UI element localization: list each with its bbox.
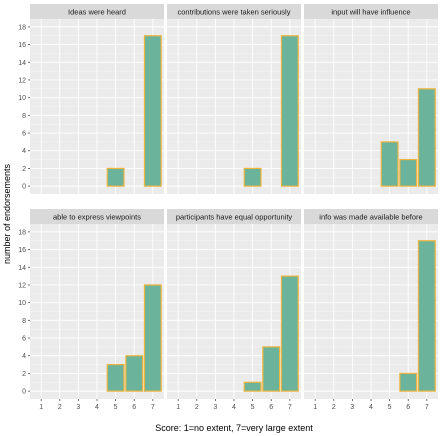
y-tick-label: 10 xyxy=(18,95,26,102)
y-tick-label: 14 xyxy=(18,60,26,67)
bar xyxy=(125,355,144,392)
x-tick-label: 4 xyxy=(369,404,373,411)
y-tick-label: 18 xyxy=(18,24,26,31)
bar xyxy=(143,35,162,187)
x-tick-label: 1 xyxy=(313,404,317,411)
facet-strip xyxy=(167,209,301,224)
y-tick-label: 16 xyxy=(18,247,26,254)
x-tick-label: 7 xyxy=(288,404,292,411)
y-tick-label: 14 xyxy=(18,265,26,272)
facet-strip xyxy=(304,4,438,19)
y-tick-label: 2 xyxy=(22,166,26,173)
y-tick-label: 10 xyxy=(18,300,26,307)
facet-title: Ideas were heard xyxy=(68,8,126,17)
facet-panel: Ideas were heard 0 2 4 6 8 10 12 14 16 18 xyxy=(18,4,164,194)
x-tick-label: 1 xyxy=(176,404,180,411)
y-tick-label: 4 xyxy=(22,148,26,155)
x-tick-label: 7 xyxy=(425,404,429,411)
x-axis-title: Score: 1=no extent, 7=very large extent xyxy=(155,423,313,433)
facet-strip xyxy=(30,4,164,19)
x-tick-label: 2 xyxy=(332,404,336,411)
facet-panel: participants have equal opportunity 1 2 3 4 5… xyxy=(167,209,301,411)
x-tick-label: 1 xyxy=(39,404,43,411)
facet-title: input will have influence xyxy=(331,8,410,17)
facet-title: info was made available before xyxy=(319,213,422,222)
bar xyxy=(399,372,418,392)
facet-title: able to express viewpoints xyxy=(53,213,141,222)
x-tick-label: 2 xyxy=(195,404,199,411)
bar xyxy=(106,167,125,187)
x-tick-label: 5 xyxy=(388,404,392,411)
bar xyxy=(280,275,299,392)
y-tick-label: 18 xyxy=(18,229,26,236)
y-tick-label: 4 xyxy=(22,353,26,360)
y-tick-label: 8 xyxy=(22,113,26,120)
x-tick-label: 6 xyxy=(132,404,136,411)
y-axis-title: number of endorsements xyxy=(2,163,12,264)
y-tick-label: 12 xyxy=(18,77,26,84)
facet-panel: able to express viewpoints02468101214161… xyxy=(18,209,164,411)
bar xyxy=(399,158,418,187)
bar xyxy=(143,284,162,392)
bar xyxy=(262,346,281,392)
y-tick-label: 16 xyxy=(18,42,26,49)
y-tick-label: 6 xyxy=(22,336,26,343)
facet-title: contributions were taken seriously xyxy=(178,8,291,17)
x-tick-label: 3 xyxy=(213,404,217,411)
x-tick-label: 6 xyxy=(269,404,273,411)
y-tick-label: 0 xyxy=(22,389,26,396)
facet-strip xyxy=(30,209,164,224)
y-tick-label: 8 xyxy=(22,318,26,325)
y-tick-label: 6 xyxy=(22,131,26,138)
x-tick-label: 6 xyxy=(406,404,410,411)
bar xyxy=(380,141,399,187)
x-tick-label: 5 xyxy=(251,404,255,411)
x-tick-label: 4 xyxy=(95,404,99,411)
bar xyxy=(280,35,299,187)
bar xyxy=(243,167,262,187)
bar xyxy=(417,88,436,187)
bar xyxy=(243,381,262,392)
bar xyxy=(106,363,125,392)
facet-panel: info was made available before 1 2 3 4 5 6 7 xyxy=(304,209,438,411)
x-tick-label: 7 xyxy=(151,404,155,411)
y-tick-label: 0 xyxy=(22,184,26,191)
facet-panel: contributions were taken seriously xyxy=(167,4,301,194)
y-tick-label: 2 xyxy=(22,371,26,378)
facet-panel: input will have influence xyxy=(304,4,438,194)
x-tick-label: 5 xyxy=(114,404,118,411)
x-tick-label: 4 xyxy=(232,404,236,411)
facet-strip xyxy=(304,209,438,224)
facet-strip xyxy=(167,4,301,19)
bar xyxy=(417,240,436,392)
x-tick-label: 2 xyxy=(58,404,62,411)
facet-title: participants have equal opportunity xyxy=(176,213,293,222)
x-tick-label: 3 xyxy=(350,404,354,411)
y-tick-label: 12 xyxy=(18,282,26,289)
x-tick-label: 3 xyxy=(76,404,80,411)
